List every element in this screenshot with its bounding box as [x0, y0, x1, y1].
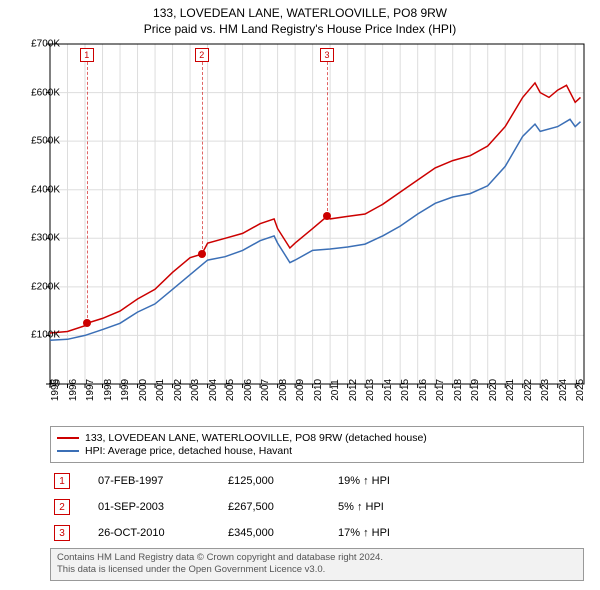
marker-dot-icon	[323, 212, 331, 220]
x-tick-label: 2013	[365, 379, 376, 401]
x-tick-label: 2024	[558, 379, 569, 401]
x-tick-label: 2012	[348, 379, 359, 401]
sale-delta: 17% ↑ HPI	[338, 527, 448, 539]
x-tick-label: 2023	[540, 379, 551, 401]
sale-badge: 2	[54, 499, 70, 515]
chart-container: 133, LOVEDEAN LANE, WATERLOOVILLE, PO8 9…	[0, 0, 600, 590]
x-tick-label: 2007	[260, 379, 271, 401]
x-tick-label: 2020	[488, 379, 499, 401]
x-tick-label: 1997	[85, 379, 96, 401]
x-tick-label: 2022	[523, 379, 534, 401]
marker-line	[87, 62, 88, 323]
x-tick-label: 1998	[103, 379, 114, 401]
x-tick-label: 2015	[400, 379, 411, 401]
y-tick-label: £200K	[10, 281, 60, 292]
y-tick-label: £400K	[10, 184, 60, 195]
x-tick-label: 2025	[575, 379, 586, 401]
line-chart	[0, 0, 600, 420]
marker-line	[202, 62, 203, 254]
marker-line	[327, 62, 328, 216]
x-tick-label: 1995	[50, 379, 61, 401]
legend-swatch	[57, 437, 79, 439]
x-tick-label: 2016	[418, 379, 429, 401]
legend-item: 133, LOVEDEAN LANE, WATERLOOVILLE, PO8 9…	[57, 432, 577, 444]
sale-price: £345,000	[228, 527, 338, 539]
x-tick-label: 1999	[120, 379, 131, 401]
x-tick-label: 2018	[453, 379, 464, 401]
y-tick-label: £700K	[10, 39, 60, 50]
marker-badge: 1	[80, 48, 94, 62]
x-tick-label: 2009	[295, 379, 306, 401]
legend-item: HPI: Average price, detached house, Hava…	[57, 445, 577, 457]
sale-delta: 19% ↑ HPI	[338, 475, 448, 487]
marker-badge: 2	[195, 48, 209, 62]
x-tick-label: 2000	[138, 379, 149, 401]
sale-row: 3 26-OCT-2010 £345,000 17% ↑ HPI	[50, 520, 584, 546]
x-tick-label: 1996	[68, 379, 79, 401]
x-tick-label: 2005	[225, 379, 236, 401]
sale-date: 01-SEP-2003	[98, 501, 228, 513]
x-tick-label: 2004	[208, 379, 219, 401]
x-tick-label: 2001	[155, 379, 166, 401]
x-tick-label: 2019	[470, 379, 481, 401]
attribution-footer: Contains HM Land Registry data © Crown c…	[50, 548, 584, 581]
sale-price: £267,500	[228, 501, 338, 513]
sale-badge: 1	[54, 473, 70, 489]
x-tick-label: 2006	[243, 379, 254, 401]
y-tick-label: £100K	[10, 330, 60, 341]
y-tick-label: £600K	[10, 87, 60, 98]
marker-badge: 3	[320, 48, 334, 62]
x-tick-label: 2002	[173, 379, 184, 401]
y-tick-label: £500K	[10, 136, 60, 147]
marker-dot-icon	[83, 319, 91, 327]
sale-row: 2 01-SEP-2003 £267,500 5% ↑ HPI	[50, 494, 584, 520]
legend-label: 133, LOVEDEAN LANE, WATERLOOVILLE, PO8 9…	[85, 432, 427, 444]
sale-row: 1 07-FEB-1997 £125,000 19% ↑ HPI	[50, 468, 584, 494]
footer-line1: Contains HM Land Registry data © Crown c…	[57, 552, 577, 564]
x-tick-label: 2008	[278, 379, 289, 401]
x-tick-label: 2010	[313, 379, 324, 401]
x-tick-label: 2017	[435, 379, 446, 401]
sale-delta: 5% ↑ HPI	[338, 501, 448, 513]
sales-table: 1 07-FEB-1997 £125,000 19% ↑ HPI 2 01-SE…	[50, 468, 584, 546]
x-tick-label: 2014	[383, 379, 394, 401]
legend: 133, LOVEDEAN LANE, WATERLOOVILLE, PO8 9…	[50, 426, 584, 463]
marker-dot-icon	[198, 250, 206, 258]
y-tick-label: £300K	[10, 233, 60, 244]
x-tick-label: 2021	[505, 379, 516, 401]
x-tick-label: 2011	[330, 379, 341, 401]
legend-label: HPI: Average price, detached house, Hava…	[85, 445, 292, 457]
footer-line2: This data is licensed under the Open Gov…	[57, 564, 577, 576]
sale-date: 26-OCT-2010	[98, 527, 228, 539]
legend-swatch	[57, 450, 79, 452]
sale-badge: 3	[54, 525, 70, 541]
sale-date: 07-FEB-1997	[98, 475, 228, 487]
x-tick-label: 2003	[190, 379, 201, 401]
sale-price: £125,000	[228, 475, 338, 487]
